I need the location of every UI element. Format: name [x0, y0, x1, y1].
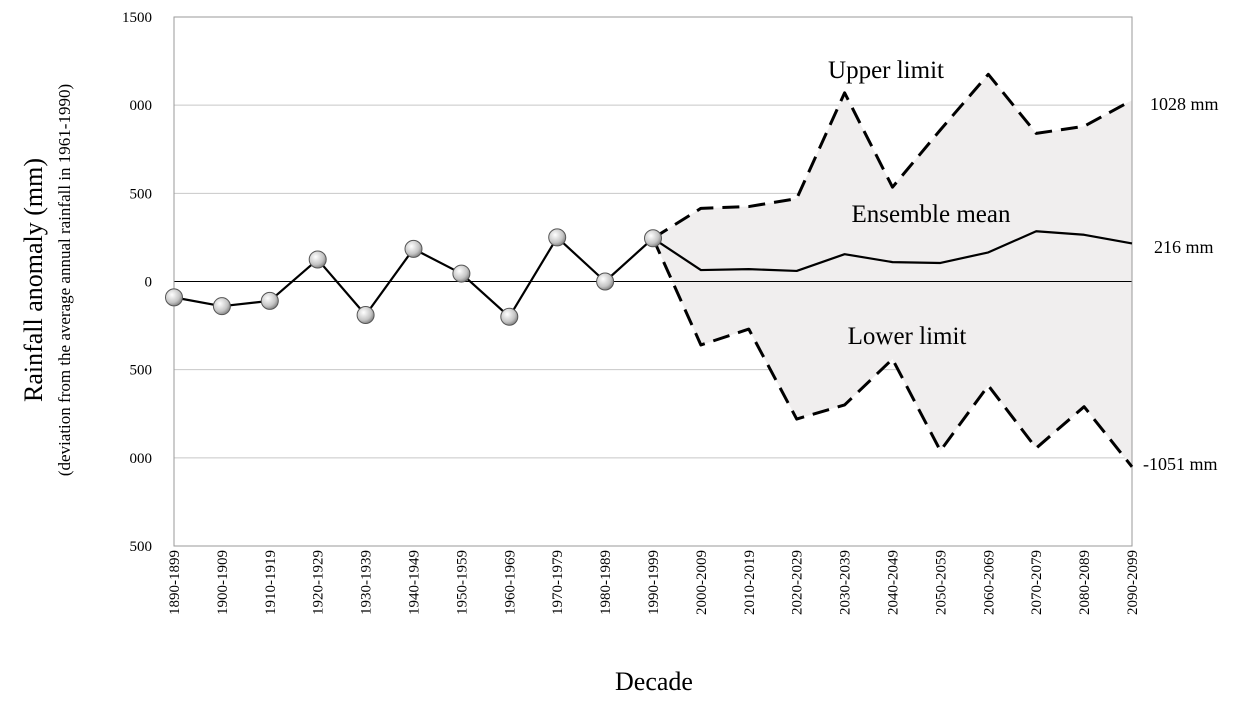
observed-point — [308, 250, 327, 269]
x-tick-label: 1910-1919 — [263, 550, 279, 615]
observed-point — [548, 228, 567, 247]
x-tick-label: 1900-1909 — [215, 550, 231, 615]
x-tick-label: 2050-2059 — [933, 550, 949, 615]
x-axis-ticks: 1890-1899 1900-1909 1910-1919 1920-1929 1930… — [167, 550, 1141, 615]
observed-point — [452, 264, 471, 283]
y-tick-label: 000 — [130, 451, 153, 467]
x-tick-label: 2060-2069 — [981, 550, 997, 615]
x-tick-label: 1950-1959 — [454, 550, 470, 615]
observed-point — [212, 297, 231, 316]
observed-point — [596, 272, 615, 291]
x-tick-label: 1980-1989 — [598, 550, 614, 615]
x-tick-label: 2020-2029 — [790, 550, 806, 615]
observed-point — [260, 291, 279, 310]
x-tick-label: 2030-2039 — [838, 550, 854, 615]
x-tick-label: 2070-2079 — [1029, 550, 1045, 615]
x-tick-label: 2090-2099 — [1125, 550, 1141, 615]
y-tick-label: 500 — [130, 363, 153, 379]
y-tick-label: 000 — [130, 98, 153, 114]
observed-point — [500, 307, 519, 326]
upper-limit-annotation: Upper limit — [828, 57, 944, 84]
lower-end-label: -1051 mm — [1143, 454, 1218, 474]
x-axis-label: Decade — [615, 667, 693, 696]
x-tick-label: 2040-2049 — [886, 550, 902, 615]
observed-point — [644, 229, 662, 248]
x-tick-label: 2000-2009 — [694, 550, 710, 615]
x-tick-label: 1970-1979 — [550, 550, 566, 615]
observed-markers — [165, 228, 662, 326]
observed-point — [165, 288, 183, 307]
upper-limit-line — [652, 72, 1133, 240]
projection-range-band — [653, 74, 1132, 467]
x-tick-label: 1940-1949 — [407, 550, 423, 615]
x-tick-label: 2010-2019 — [742, 550, 758, 615]
x-tick-label: 1990-1999 — [646, 550, 662, 615]
y-tick-label: 500 — [130, 539, 153, 555]
y-tick-label: 0 — [145, 275, 153, 291]
x-tick-label: 1930-1939 — [359, 550, 375, 615]
y-axis-ticks: 1500 000 500 0 500 000 500 — [122, 10, 152, 555]
upper-end-label: 1028 mm — [1150, 94, 1219, 114]
observed-point — [356, 306, 375, 325]
plot-area-frame — [173, 16, 1133, 547]
x-tick-label: 1960-1969 — [502, 550, 518, 615]
y-tick-label: 500 — [130, 186, 153, 202]
y-tick-label: 1500 — [122, 10, 152, 26]
ensemble-mean-annotation: Ensemble mean — [852, 201, 1011, 228]
mean-end-label: 216 mm — [1154, 237, 1214, 257]
y-axis-sublabel: (deviation from the average annual rainf… — [55, 84, 74, 476]
x-tick-label: 1890-1899 — [167, 550, 183, 615]
x-tick-label: 2080-2089 — [1077, 550, 1093, 615]
ensemble-mean-line — [652, 230, 1133, 273]
lower-limit-annotation: Lower limit — [848, 323, 967, 350]
x-tick-label: 1920-1929 — [311, 550, 327, 615]
y-axis-label: Rainfall anomaly (mm) — [19, 158, 48, 402]
observed-point — [404, 239, 423, 258]
